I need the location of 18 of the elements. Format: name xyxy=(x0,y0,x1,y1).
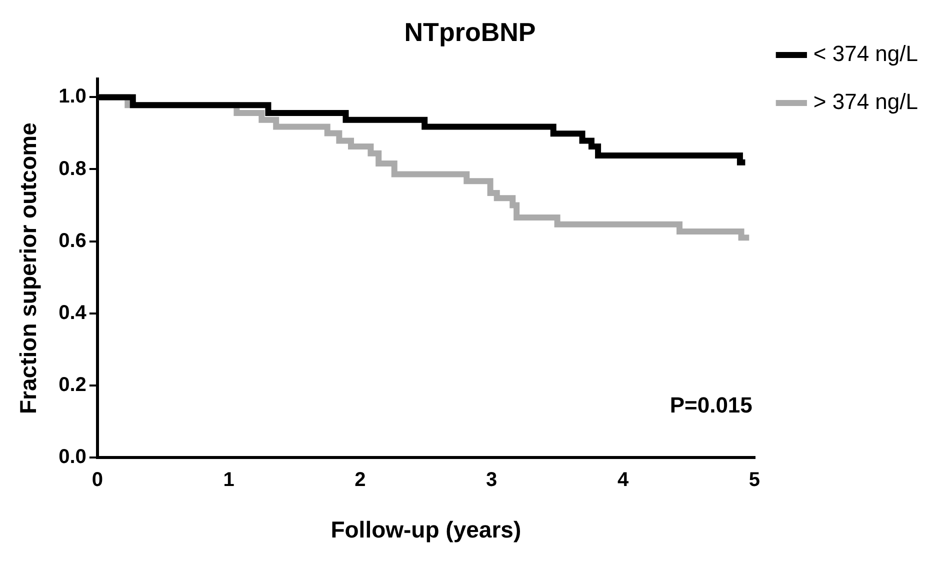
x-axis-title: Follow-up (years) xyxy=(330,516,522,543)
x-tick-label: 1 xyxy=(223,468,234,491)
y-tick-label: 0.8 xyxy=(58,158,86,180)
y-tick-label: 0.4 xyxy=(58,302,88,324)
x-tick-label: 5 xyxy=(748,468,760,491)
y-tick-label: 0.2 xyxy=(58,374,86,396)
y-tick-label: 1.0 xyxy=(58,86,86,108)
chart-title: NTproBNP xyxy=(404,16,536,47)
annotation: P=0.015 xyxy=(670,392,752,418)
legend-label: > 374 ng/L xyxy=(813,89,918,114)
y-tick-label: 0.0 xyxy=(58,446,86,468)
x-tick-label: 4 xyxy=(617,468,630,491)
x-tick-label: 0 xyxy=(92,468,103,491)
legend-label: < 374 ng/L xyxy=(813,41,918,66)
x-tick-label: 2 xyxy=(354,468,366,491)
x-tick-label: 3 xyxy=(486,468,498,491)
y-tick-label: 0.6 xyxy=(58,230,86,252)
y-axis-title: Fraction superior outcome xyxy=(15,122,42,414)
